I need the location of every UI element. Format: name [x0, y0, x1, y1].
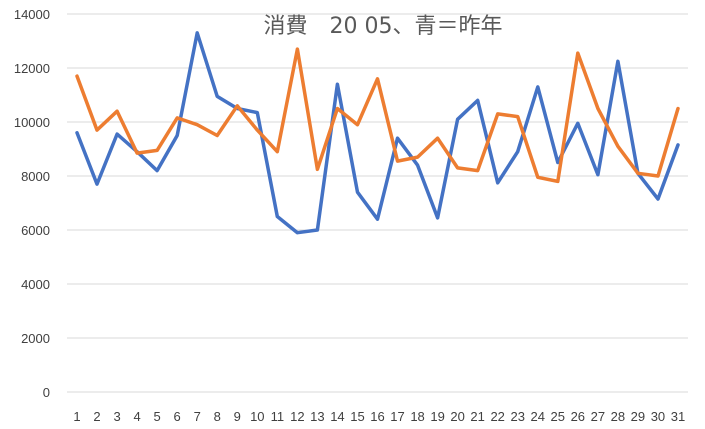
- x-tick-label: 4: [133, 409, 140, 424]
- x-tick-label: 13: [310, 409, 324, 424]
- x-tick-label: 14: [330, 409, 344, 424]
- x-tick-label: 28: [611, 409, 625, 424]
- y-axis-tick-labels: 0 2000 4000 6000 8000 10000 12000 14000: [14, 7, 50, 400]
- x-tick-label: 29: [631, 409, 645, 424]
- x-tick-label: 11: [271, 409, 285, 424]
- x-tick-label: 2: [93, 409, 100, 424]
- x-tick-label: 1: [73, 409, 80, 424]
- x-tick-label: 18: [410, 409, 424, 424]
- x-tick-label: 3: [113, 409, 120, 424]
- series-lines: [75, 31, 680, 235]
- x-tick-label: 16: [370, 409, 384, 424]
- y-tick-label: 6000: [21, 223, 50, 238]
- x-tick-label: 9: [234, 409, 241, 424]
- x-tick-label: 19: [430, 409, 444, 424]
- x-tick-label: 21: [470, 409, 484, 424]
- x-tick-label: 27: [591, 409, 605, 424]
- x-tick-label: 24: [531, 409, 545, 424]
- y-tick-label: 12000: [14, 61, 50, 76]
- series-line-2: [75, 47, 680, 184]
- x-tick-label: 15: [350, 409, 364, 424]
- x-tick-label: 30: [651, 409, 665, 424]
- y-tick-label: 14000: [14, 7, 50, 22]
- y-tick-label: 0: [43, 385, 50, 400]
- x-tick-label: 7: [194, 409, 201, 424]
- x-tick-label: 12: [290, 409, 304, 424]
- x-tick-label: 5: [154, 409, 161, 424]
- gridlines: [67, 13, 688, 393]
- x-axis-tick-labels: 1 2 3 4 5 6 7 8 9 10 11 12 13 14 15 16 17 18 19 20 21 22 23 24 2…: [73, 409, 685, 424]
- x-tick-label: 25: [551, 409, 565, 424]
- x-tick-label: 31: [671, 409, 685, 424]
- series-line-1: [75, 31, 680, 235]
- y-tick-label: 10000: [14, 115, 50, 130]
- x-tick-label: 20: [450, 409, 464, 424]
- y-tick-label: 4000: [21, 277, 50, 292]
- x-tick-label: 22: [490, 409, 504, 424]
- y-tick-label: 8000: [21, 169, 50, 184]
- y-tick-label: 2000: [21, 331, 50, 346]
- x-tick-label: 8: [214, 409, 221, 424]
- x-tick-label: 17: [390, 409, 404, 424]
- x-tick-label: 26: [571, 409, 585, 424]
- chart-title: 消費 20 05、青＝昨年: [264, 14, 503, 39]
- x-tick-label: 23: [510, 409, 524, 424]
- x-tick-label: 6: [174, 409, 181, 424]
- x-tick-label: 10: [250, 409, 264, 424]
